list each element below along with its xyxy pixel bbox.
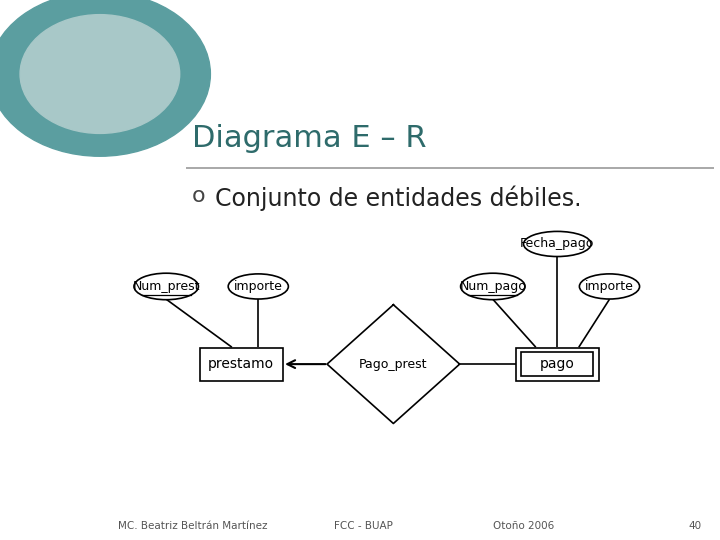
Ellipse shape [461,273,525,300]
FancyBboxPatch shape [521,352,593,376]
Ellipse shape [580,274,639,299]
Ellipse shape [523,232,591,256]
Text: Num_pago: Num_pago [459,280,526,293]
Text: FCC - BUAP: FCC - BUAP [335,521,393,531]
FancyBboxPatch shape [199,348,282,381]
Text: MC. Beatriz Beltrán Martínez: MC. Beatriz Beltrán Martínez [118,521,268,531]
Text: Diagrama E – R: Diagrama E – R [192,124,427,153]
FancyBboxPatch shape [516,348,599,381]
Text: Conjunto de entidades débiles.: Conjunto de entidades débiles. [215,186,582,212]
Text: Pago_prest: Pago_prest [359,357,428,370]
Text: Num_prest: Num_prest [132,280,200,293]
Circle shape [20,15,180,133]
Text: importe: importe [234,280,283,293]
Text: importe: importe [585,280,634,293]
Circle shape [0,0,210,156]
Ellipse shape [228,274,289,299]
Polygon shape [327,305,459,423]
Text: 40: 40 [688,521,701,531]
Text: pago: pago [540,357,575,371]
Text: prestamo: prestamo [208,357,274,371]
Text: Otoño 2006: Otoño 2006 [493,521,554,531]
Ellipse shape [134,273,199,300]
Text: o: o [192,186,206,206]
Text: Fecha_pago: Fecha_pago [520,238,595,251]
